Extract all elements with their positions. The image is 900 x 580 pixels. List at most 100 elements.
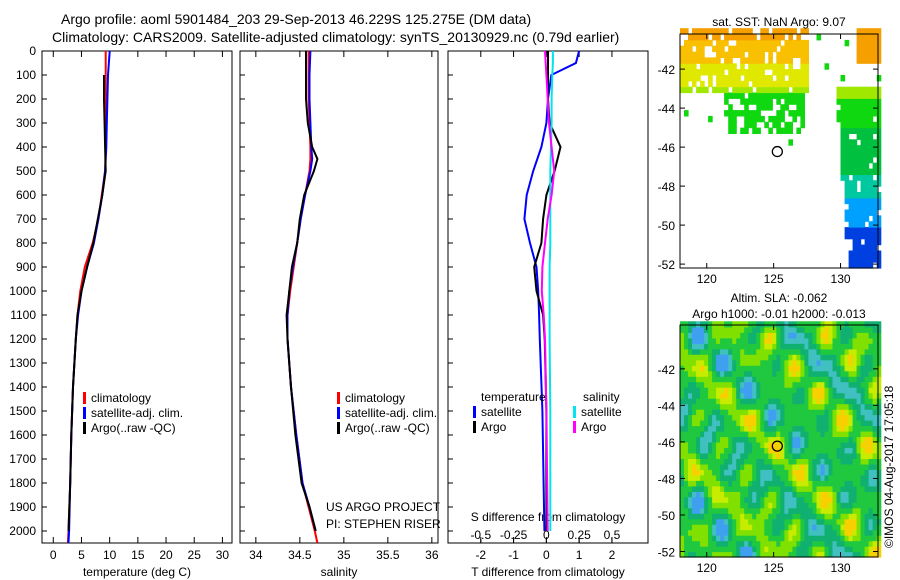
sst-map-cell [840,92,846,99]
sla-map-cell [732,321,737,328]
sla-map-cell [788,535,793,542]
sst-map-cell [792,86,797,94]
sla-map-cell [776,414,781,421]
sst-map-cell [688,86,693,94]
sla-map-cell [756,447,761,454]
sla-map-cell [848,452,854,459]
sla-map-lon-label: 125 [764,561,784,575]
sla-map-cell [736,436,741,443]
sst-map-cell [796,110,801,117]
sla-map-cell [792,535,797,542]
sst-map-cell [780,28,785,35]
sst-map-cell [732,127,737,134]
sla-map-cell [700,425,705,432]
sla-map-cell [716,431,721,438]
sla-map-cell [704,529,709,536]
sla-map-cell [868,321,874,328]
temperature-tick-label: 30 [216,548,230,562]
sla-map-cell [712,546,717,553]
sla-map-cell [772,480,777,487]
sla-map-cell [836,485,842,492]
sla-map-cell [692,452,697,459]
sla-map-cell [696,502,701,509]
sst-map-cell [864,168,870,175]
sla-map-cell [868,458,874,465]
sst-map-cell [732,80,737,88]
sst-map-title: sat. SST: NaN Argo: 9.07 [712,15,846,29]
sla-map-cell [732,337,737,344]
sst-map-cell [876,203,882,211]
sla-map-cell [804,496,809,503]
sst-map-cell [756,75,761,82]
sla-map-cell [872,452,878,459]
salinity-climatology-line [286,51,319,544]
sla-map-cell [748,392,753,399]
sla-map-cell [820,409,826,416]
sla-map-cell [720,474,725,481]
sla-map-cell [840,447,846,454]
sla-map-cell [872,491,878,498]
sla-map-cell [876,529,882,536]
sla-map-cell [816,376,822,383]
sla-map-cell [780,431,785,438]
sla-map-cell [824,348,830,355]
sla-map-cell [760,431,765,438]
sla-map-cell [760,485,765,492]
sla-map-cell [844,370,850,377]
sst-map-cell [864,151,870,158]
sla-map-cell [792,480,797,487]
sla-map-cell [856,414,862,421]
sla-map-cell [700,469,705,476]
sla-map-cell [852,332,858,339]
sla-map-cell [712,485,717,492]
sla-map-cell [812,513,817,520]
sla-map-cell [796,370,801,377]
sla-map-cell [752,480,757,487]
salinity-axis-label: salinity [321,565,358,579]
sst-map-cell [852,209,858,216]
sst-map-cell [860,209,866,216]
sst-map-cell [856,115,862,123]
sst-map-cell [844,168,850,175]
sla-map-cell [828,513,834,520]
sst-map-cell [868,121,874,129]
s-diff-tick-label: -0.5 [470,528,491,542]
sst-map-cell [716,86,721,94]
sla-map-cell [724,332,729,339]
sst-map-cell [848,162,854,170]
sla-map-cell [788,414,793,421]
sla-map-cell [820,551,826,558]
sst-map-cell [868,197,874,205]
sla-map-cell [732,513,737,520]
sla-map-cell [760,436,765,443]
sst-map-cell [848,227,854,234]
sla-map-cell [860,535,866,542]
sla-map-cell [872,354,878,361]
sst-map-cell [856,39,862,47]
sla-map-cell [764,469,769,476]
sla-map-cell [812,436,817,443]
sla-map-cell [780,480,785,487]
sla-map-cell [832,420,838,427]
sla-map-cell [820,463,826,470]
sst-map-cell [844,151,850,158]
sla-map-cell [688,398,693,405]
sla-map-cell [696,431,701,438]
sla-map-cell [764,496,769,503]
sla-map-cell [684,540,689,547]
sla-map-cell [696,398,701,405]
sla-map-title: Altim. SLA: -0.062 [731,291,828,305]
sla-map-cell [848,414,854,421]
sla-map-cell [824,337,830,344]
sla-map-cell [816,409,822,416]
sla-map-cell [724,431,729,438]
sla-map-cell [740,469,745,476]
sst-map-cell [852,244,858,251]
sst-map-cell [756,92,761,99]
sla-map-cell [764,513,769,520]
sla-map-cell [744,381,749,388]
sst-map-cell [740,80,745,88]
sla-map-cell [764,409,769,416]
sla-map-cell [832,524,838,531]
sst-map-cell [852,104,858,111]
